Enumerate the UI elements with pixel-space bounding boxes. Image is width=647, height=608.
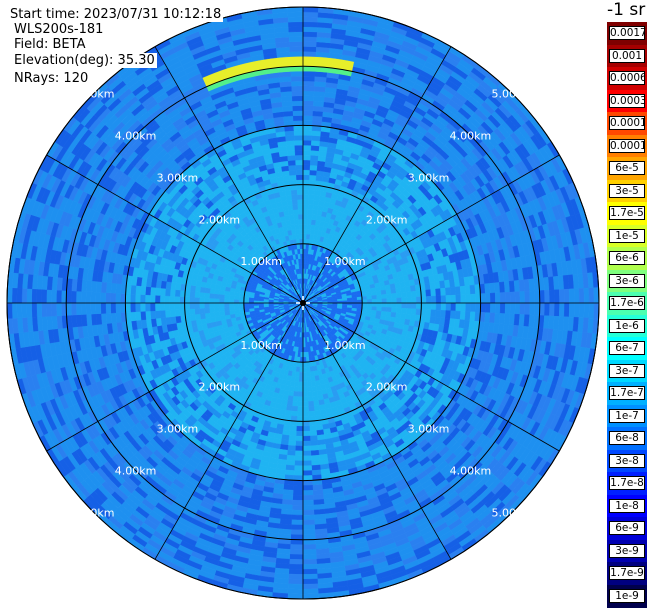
colorbar-tick-label: 6e-6 — [609, 251, 645, 266]
range-ring-label: 4.00km — [450, 464, 492, 477]
colorbar-tick-label: 1.7e-9 — [609, 566, 645, 581]
azimuth-spoke — [46, 154, 304, 304]
start-time-label: Start time: 2023/07/31 10:12:18 — [8, 7, 224, 22]
range-ring-label: 4.00km — [115, 130, 157, 143]
colorbar-tick-label: 0.001 — [609, 48, 645, 63]
colorbar-tick-label: 0.0003 — [609, 93, 645, 108]
range-ring-label: 5.00km — [73, 88, 115, 101]
colorbar-tick-label: 1e-7 — [609, 408, 645, 423]
azimuth-spoke — [302, 46, 452, 304]
azimuth-spoke — [46, 302, 304, 452]
azimuth-spoke — [302, 302, 560, 452]
range-ring-label: 4.00km — [115, 464, 157, 477]
colorbar-tick-label: 6e-9 — [609, 521, 645, 536]
azimuth-spoke — [302, 302, 452, 560]
range-ring-label: 3.00km — [408, 171, 450, 184]
colorbar-tick-label: 6e-7 — [609, 341, 645, 356]
colorbar-tick-label: 6e-5 — [609, 161, 645, 176]
range-ring-label: 1.00km — [240, 339, 282, 352]
range-ring-label: 2.00km — [366, 213, 408, 226]
beta-field — [6, 6, 600, 600]
colorbar-tick-label: 3e-7 — [609, 363, 645, 378]
elevation-label: Elevation(deg): 35.30 — [12, 53, 157, 68]
range-ring-label: 1.00km — [324, 339, 366, 352]
range-ring-label: 1.00km — [240, 255, 282, 268]
range-ring-label: 5.00km — [491, 88, 533, 101]
site-label: WLS200s-181 — [12, 22, 106, 37]
nrays-label: NRays: 120 — [12, 71, 91, 86]
range-ring-labels: 1.00km 1.00km 1.00km 1.00km 2.00km 2.00km 2.00… — [73, 88, 533, 520]
colorbar-tick-label: 1.7e-7 — [609, 386, 645, 401]
range-ring-label: 2.00km — [199, 213, 241, 226]
colorbar-tick-label: 1.7e-5 — [609, 206, 645, 221]
ppi-plot: 1.00km 1.00km 1.00km 1.00km 2.00km 2.00km 2.00… — [6, 6, 600, 600]
range-ring-label: 5.00km — [73, 506, 115, 519]
azimuth-spoke — [154, 302, 304, 560]
colorbar: 0.0017 0.001 0.0006 0.0003 0.00017 0.0001 6e-5… — [607, 22, 647, 608]
colorbar-tick-label: 3e-9 — [609, 543, 645, 558]
colorbar-tick-label: 0.0001 — [609, 138, 645, 153]
azimuth-spoke — [154, 46, 304, 304]
colorbar-tick-label: 3e-8 — [609, 453, 645, 468]
azimuth-spoke — [302, 154, 560, 304]
azimuth-spokes — [7, 7, 599, 599]
colorbar-tick-label: 0.0017 — [609, 26, 645, 41]
range-ring-label: 4.00km — [450, 130, 492, 143]
range-ring-label: 5.00km — [491, 506, 533, 519]
colorbar-tick-label: 1e-9 — [609, 588, 645, 603]
colorbar-tick-label: 1.7e-8 — [609, 476, 645, 491]
colorbar-tick-label: 1.7e-6 — [609, 296, 645, 311]
range-ring-label: 1.00km — [324, 255, 366, 268]
colorbar-tick-label: 1e-6 — [609, 318, 645, 333]
radar-center-icon — [296, 296, 310, 310]
colorbar-tick-label: 3e-6 — [609, 273, 645, 288]
range-ring-label: 3.00km — [157, 171, 199, 184]
colorbar-tick-label: 1e-8 — [609, 498, 645, 513]
colorbar-tick-label: 6e-8 — [609, 431, 645, 446]
range-ring-label: 2.00km — [366, 381, 408, 394]
colorbar-tick-label: 3e-5 — [609, 183, 645, 198]
range-ring-label: 3.00km — [157, 423, 199, 436]
range-ring-label: 2.00km — [199, 381, 241, 394]
field-label: Field: BETA — [12, 37, 88, 52]
colorbar-tick-label: 1e-5 — [609, 228, 645, 243]
colorbar-tick-label: 0.00017 — [609, 116, 645, 131]
colorbar-tick-label: 0.0006 — [609, 71, 645, 86]
colorbar-unit: -1 sr — [607, 0, 646, 20]
range-ring-label: 3.00km — [408, 423, 450, 436]
